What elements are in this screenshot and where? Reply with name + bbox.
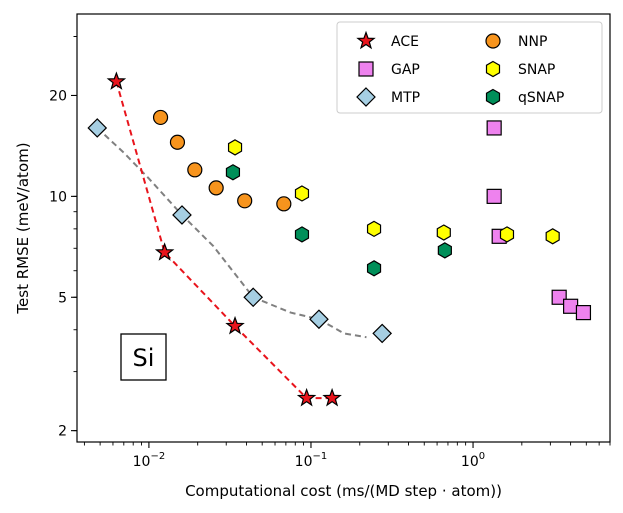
snap-point: [366, 220, 382, 238]
axes: 10−2 10−1 100 2 5 10 20: [49, 35, 611, 470]
y-tick-label: 10: [49, 189, 67, 205]
mtp-point: [172, 205, 192, 225]
legend-box: [336, 21, 603, 114]
snap-point: [227, 139, 243, 156]
nnp-point: [237, 193, 253, 209]
legend-snap-marker: [485, 60, 501, 78]
y-tick-label: 20: [49, 88, 67, 104]
legend-mtp-label: MTP: [391, 90, 420, 106]
mtp-point: [309, 309, 329, 330]
x-tick-label: 10−2: [133, 451, 166, 470]
x-tick-label: 10−1: [295, 451, 328, 470]
legend-ace-marker: [356, 30, 376, 50]
nnp-point: [152, 109, 169, 126]
legend-nnp-label: NNP: [518, 34, 547, 50]
legend-mtp-marker: [356, 87, 376, 107]
mtp-point: [243, 287, 264, 308]
data-marks: [87, 71, 592, 407]
gap-point: [486, 188, 502, 204]
si-annotation: Si: [120, 333, 167, 381]
gap-point: [486, 120, 502, 136]
snap-point: [499, 226, 515, 243]
snap-point: [436, 224, 451, 241]
ace-point: [225, 315, 245, 335]
si-label: Si: [133, 344, 155, 372]
x-tick-label: 100: [461, 451, 485, 470]
mtp-point: [87, 118, 108, 138]
gap-point: [551, 289, 567, 305]
nnp-point: [208, 180, 224, 196]
qsnap-point: [294, 226, 310, 243]
legend-snap-label: SNAP: [518, 62, 555, 78]
nnp-point: [169, 134, 186, 150]
mtp-point: [372, 323, 393, 344]
ace-point: [106, 71, 127, 90]
qsnap-point: [225, 164, 241, 181]
legend-gap-label: GAP: [391, 62, 420, 78]
snap-point: [294, 185, 310, 202]
y-tick-label: 5: [58, 290, 67, 306]
ace-point: [322, 387, 342, 407]
legend-qsnap-marker: [485, 88, 501, 106]
snap-point: [545, 228, 560, 245]
ace-point: [296, 387, 317, 407]
plot-frame: [76, 13, 611, 443]
legend-gap-marker: [358, 61, 374, 77]
legend-nnp-marker: [485, 33, 501, 49]
gap-point: [563, 298, 579, 314]
legend: ACE GAP MTP NNP SNAP qSNAP: [336, 21, 603, 114]
ace-point: [154, 242, 175, 261]
nnp-point: [276, 196, 292, 212]
y-axis-label: Test RMSE (meV/atom): [14, 142, 32, 314]
nnp-point: [187, 162, 203, 178]
qsnap-point: [437, 242, 452, 259]
legend-qsnap-label: qSNAP: [518, 90, 564, 106]
qsnap-point: [366, 260, 382, 277]
legend-ace-label: ACE: [391, 34, 419, 50]
mtp-trend-line: [96, 127, 367, 339]
y-tick-label: 2: [58, 424, 67, 440]
gap-point: [575, 305, 592, 321]
x-axis-label: Computational cost (ms/(MD step · atom)): [185, 482, 502, 500]
